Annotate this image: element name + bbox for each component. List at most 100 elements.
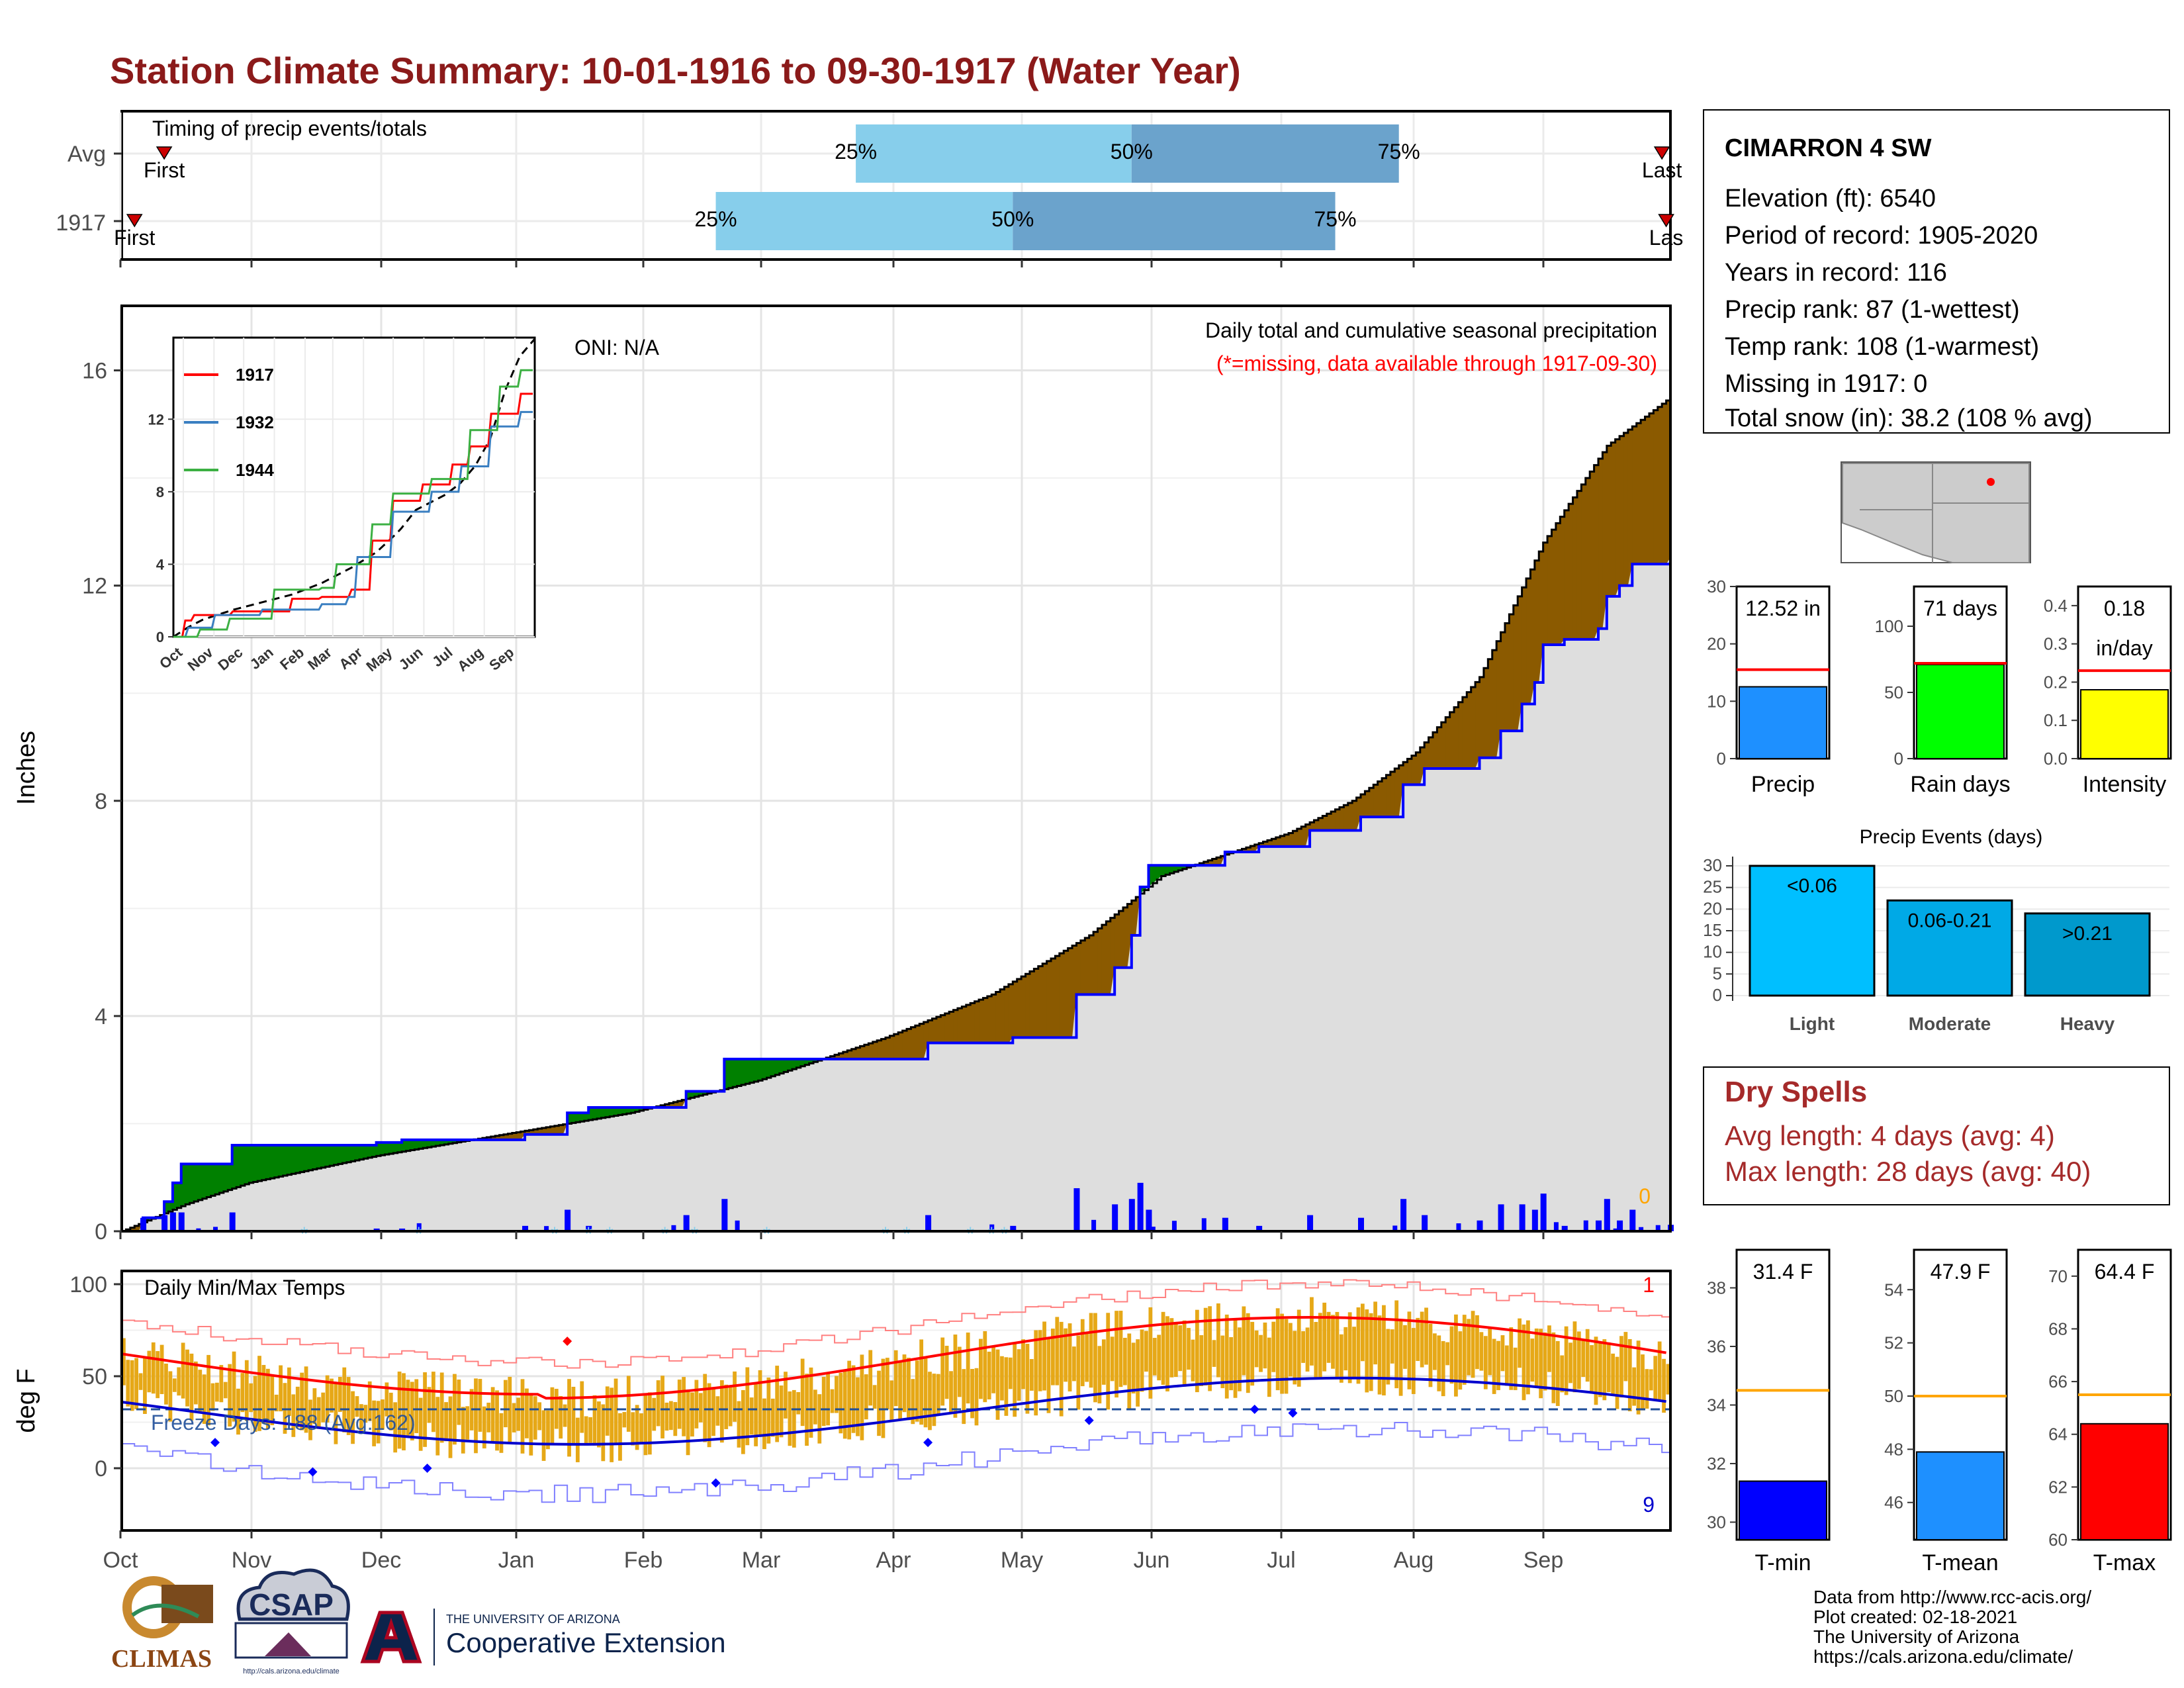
mini-precip-label: Intensity	[2083, 772, 2167, 797]
surplus-area	[325, 1145, 330, 1167]
record-low-marker	[923, 1438, 933, 1448]
deficit-area	[872, 1041, 878, 1059]
deficit-area	[1403, 762, 1408, 785]
mini-temp-tick-label: 70	[2048, 1266, 2068, 1286]
deficit-area	[1326, 814, 1332, 831]
daily-temp-bar	[138, 1373, 143, 1390]
surplus-area	[236, 1145, 242, 1188]
surplus-area	[164, 1201, 169, 1213]
deficit-area	[1275, 837, 1281, 847]
daily-temp-bar	[1377, 1315, 1382, 1395]
surplus-area	[232, 1145, 237, 1189]
daily-temp-bar	[881, 1358, 886, 1438]
inset-legend-label: 1932	[236, 412, 274, 432]
daily-temp-bar	[1365, 1309, 1369, 1393]
daily-temp-bar	[1623, 1332, 1628, 1382]
mini-temp-tick-label: 50	[1884, 1386, 1903, 1406]
daily-temp-bar	[949, 1371, 953, 1414]
daily-temp-bar	[1115, 1311, 1118, 1398]
daily-temp-bar	[270, 1376, 275, 1425]
daily-temp-bar	[1611, 1353, 1615, 1396]
deficit-area	[1526, 578, 1531, 704]
daily-precip-bar	[161, 1215, 168, 1231]
surplus-area	[1165, 865, 1171, 875]
daily-temp-bar	[741, 1389, 745, 1454]
daily-temp-bar	[376, 1401, 381, 1444]
timing-panel: Timing of precip events/totals Avg 1917 …	[56, 110, 1684, 267]
daily-temp-bar	[1013, 1342, 1017, 1417]
deficit-area	[550, 1126, 555, 1135]
deficit-area	[1013, 981, 1018, 1038]
deficit-area	[979, 1000, 984, 1043]
deficit-area	[1479, 677, 1484, 758]
daily-temp-bar	[291, 1394, 296, 1437]
csap-logo[interactable]: CSAP http://cals.arizona.edu/climate	[234, 1568, 350, 1675]
last-event-label: Las	[1649, 226, 1684, 250]
deficit-area	[1407, 759, 1412, 785]
deficit-area	[851, 1049, 856, 1059]
record-low-marker	[422, 1464, 432, 1473]
daily-temp-bar	[813, 1389, 817, 1425]
daily-temp-bar	[682, 1377, 686, 1436]
surplus-area	[698, 1091, 704, 1096]
daily-temp-bar	[482, 1406, 486, 1449]
daily-temp-bar	[1471, 1311, 1475, 1378]
daily-precip-bar	[586, 1225, 592, 1231]
deficit-area	[1555, 523, 1561, 645]
deficit-area	[1314, 820, 1319, 831]
daily-temp-bar	[1254, 1330, 1259, 1368]
surplus-area	[1224, 851, 1230, 855]
deficit-area	[1289, 833, 1294, 847]
precip-frame	[120, 305, 1672, 1233]
daily-temp-bar	[784, 1372, 788, 1419]
snow-marker: *	[763, 1223, 771, 1245]
daily-precip-bar-small	[1655, 1225, 1661, 1231]
snow-marker: *	[300, 1223, 308, 1245]
daily-temp-bar	[253, 1376, 257, 1432]
station-line-temp-rank: Temp rank: 108 (1-warmest)	[1725, 333, 2039, 361]
daily-temp-bar	[151, 1342, 156, 1394]
daily-temp-bar	[1361, 1303, 1365, 1362]
climas-logo[interactable]: CLIMAS	[111, 1576, 213, 1673]
deficit-area	[1051, 958, 1056, 1038]
daily-temp-bar	[660, 1376, 664, 1438]
daily-precip-bar	[373, 1228, 380, 1231]
surplus-area	[168, 1201, 173, 1212]
daily-temp-bar	[533, 1396, 537, 1440]
daily-temp-bar	[134, 1358, 139, 1409]
daily-temp-bar	[889, 1380, 894, 1422]
daily-temp-bar	[1526, 1320, 1530, 1395]
daily-temp-bar	[274, 1394, 279, 1412]
daily-temp-bar	[1246, 1313, 1250, 1393]
deficit-area	[541, 1127, 547, 1135]
inset-series-line	[173, 393, 533, 638]
daily-temp-bar	[1127, 1333, 1132, 1409]
university-of-arizona-logo[interactable]: THE UNIVERSITY OF ARIZONA Cooperative Ex…	[360, 1609, 726, 1665]
deficit-area	[1518, 596, 1523, 731]
daily-temp-bar	[529, 1393, 533, 1456]
station-line-snow: Total snow (in): 38.2 (108 % avg)	[1725, 404, 2093, 432]
avg-tmin-line	[121, 1376, 1666, 1446]
surplus-area	[244, 1145, 250, 1185]
deficit-area	[932, 1018, 937, 1043]
deficit-area	[1352, 800, 1357, 831]
surplus-area	[249, 1145, 254, 1183]
deficit-area	[1093, 931, 1099, 995]
daily-temp-bar	[1229, 1336, 1234, 1391]
daily-temp-bar	[1305, 1327, 1310, 1372]
deficit-area	[673, 1102, 678, 1108]
surplus-area	[779, 1058, 784, 1074]
daily-temp-bar	[1619, 1336, 1623, 1398]
daily-temp-bar	[770, 1398, 775, 1437]
deficit-area	[1038, 966, 1043, 1038]
surplus-area	[316, 1145, 322, 1169]
precip-y-label: Inches	[13, 731, 40, 805]
deficit-area	[1046, 961, 1052, 1038]
daily-temp-bar	[821, 1376, 826, 1427]
daily-temp-bar	[788, 1391, 792, 1446]
deficit-area	[1611, 442, 1616, 596]
daily-temp-bar	[1572, 1321, 1577, 1393]
daily-temp-bar	[448, 1396, 453, 1458]
mini-temp-tick-label: 60	[2048, 1530, 2068, 1550]
mini-temp-tick-label: 68	[2048, 1319, 2068, 1338]
